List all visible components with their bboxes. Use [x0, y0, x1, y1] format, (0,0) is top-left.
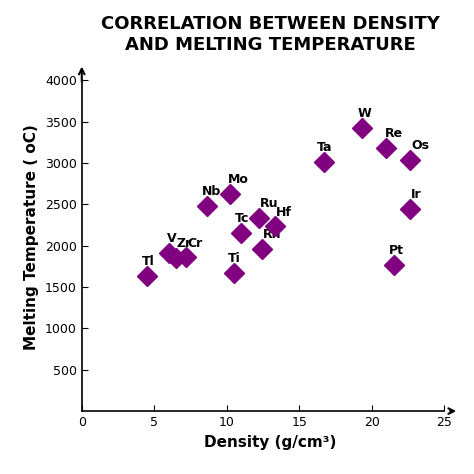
- Text: Ru: Ru: [259, 197, 278, 210]
- X-axis label: Density (g/cm³): Density (g/cm³): [204, 435, 337, 449]
- Text: Tl: Tl: [142, 255, 155, 268]
- Text: Pt: Pt: [389, 244, 404, 257]
- Text: Rh: Rh: [263, 228, 281, 241]
- Text: Os: Os: [411, 139, 429, 152]
- Text: Tc: Tc: [235, 212, 249, 225]
- Text: Ti: Ti: [228, 252, 240, 265]
- Text: W: W: [357, 107, 371, 120]
- Text: Cr: Cr: [187, 237, 202, 250]
- Title: CORRELATION BETWEEN DENSITY
AND MELTING TEMPERATURE: CORRELATION BETWEEN DENSITY AND MELTING …: [101, 15, 440, 54]
- Text: Mo: Mo: [228, 173, 248, 186]
- Text: Ir: Ir: [411, 188, 422, 201]
- Text: Zr: Zr: [177, 237, 192, 250]
- Text: Re: Re: [385, 127, 403, 140]
- Text: Nb: Nb: [202, 185, 221, 198]
- Text: Hf: Hf: [275, 206, 292, 219]
- Text: Ta: Ta: [317, 141, 332, 154]
- Y-axis label: Melting Temperature ( oC): Melting Temperature ( oC): [25, 125, 39, 350]
- Text: V: V: [167, 232, 176, 245]
